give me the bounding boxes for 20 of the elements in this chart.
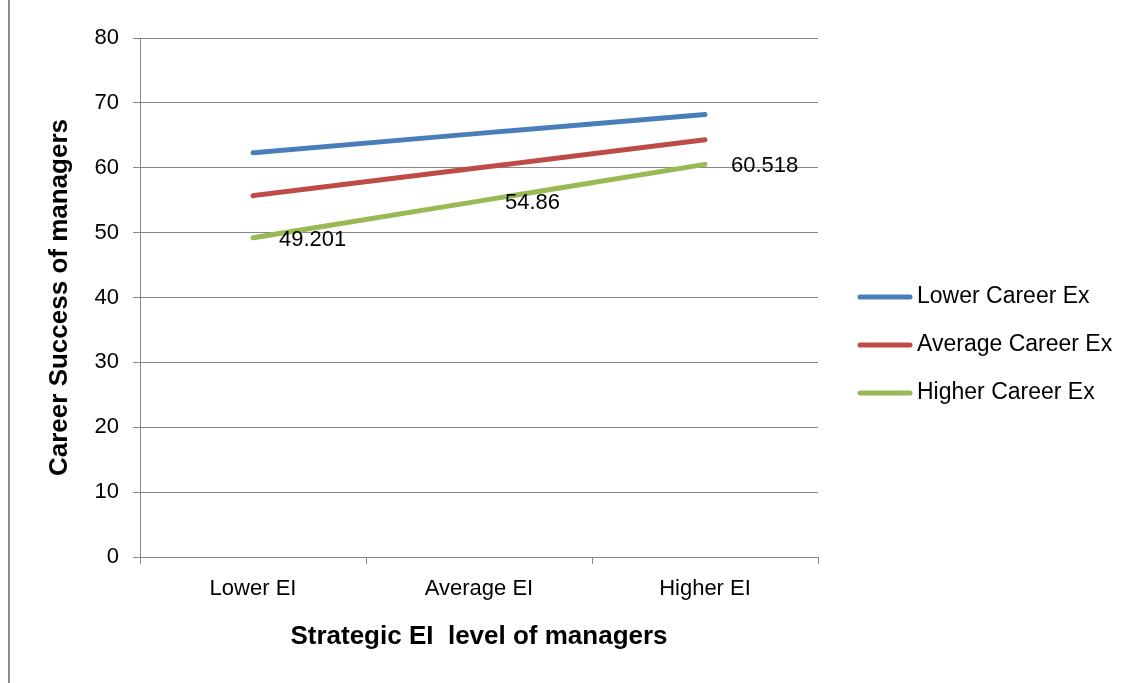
x-tick-label: Average EI	[424, 575, 534, 601]
y-tick-label: 60	[94, 153, 119, 179]
y-tick-label: 0	[106, 543, 119, 569]
y-tick-label: 10	[94, 478, 119, 504]
data-label: 49.201	[279, 225, 347, 251]
x-axis-title: Strategic EI level of managers	[290, 619, 668, 650]
legend-label: Average Career Ex	[917, 330, 1113, 357]
y-tick-label: 50	[94, 218, 119, 244]
x-tick-label: Higher EI	[659, 575, 751, 601]
legend-label: Higher Career Ex	[917, 378, 1096, 405]
y-tick-label: 30	[94, 348, 119, 374]
data-label: 60.518	[731, 152, 799, 178]
y-tick-label: 80	[94, 24, 119, 50]
y-tick-label: 20	[94, 413, 119, 439]
y-axis-title: Career Success of managers	[42, 119, 73, 476]
y-tick-label: 70	[94, 88, 119, 114]
x-tick-label: Lower EI	[209, 575, 297, 601]
data-label: 54.86	[505, 189, 561, 215]
legend-label: Lower Career Ex	[917, 282, 1091, 309]
y-tick-label: 40	[94, 283, 119, 309]
